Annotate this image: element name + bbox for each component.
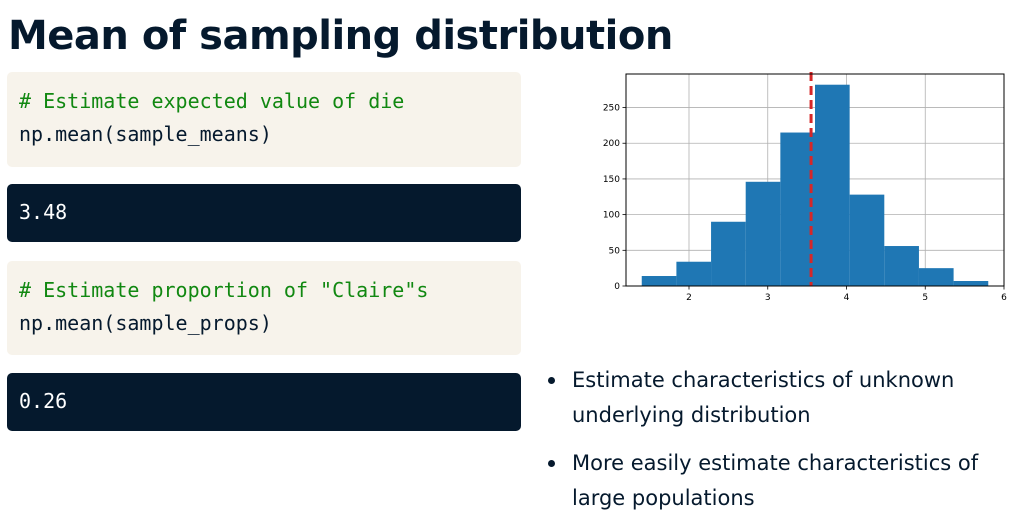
bullet-item: Estimate characteristics of unknown unde… xyxy=(548,363,1018,433)
y-tick-label: 250 xyxy=(603,104,620,114)
histogram-bar xyxy=(815,84,850,287)
histogram-bar xyxy=(849,194,885,286)
axes-frame xyxy=(625,73,1005,287)
code-output: 0.26 xyxy=(19,389,68,413)
bullet-text: More easily estimate characteristics of … xyxy=(572,451,979,510)
histogram-bar xyxy=(745,181,781,286)
code-line: np.mean(sample_props) xyxy=(19,311,272,335)
x-tick-label: 5 xyxy=(922,293,928,303)
bullet-dot-icon xyxy=(548,460,555,467)
bullet-dot-icon xyxy=(548,377,555,384)
y-tick-label: 150 xyxy=(603,175,620,185)
page-title: Mean of sampling distribution xyxy=(8,13,673,59)
code-output-block: 0.26 xyxy=(7,373,521,431)
y-tick-label: 100 xyxy=(603,211,620,221)
histogram-bar xyxy=(953,281,989,286)
y-tick-label: 200 xyxy=(603,139,620,149)
code-input-block[interactable]: # Estimate proportion of "Claire"s np.me… xyxy=(7,261,521,355)
histogram-chart: 2 3 4 5 6 0 50 100 150 200 250 xyxy=(580,66,1020,316)
code-comment: # Estimate proportion of "Claire"s xyxy=(19,278,429,302)
histogram-bar xyxy=(884,246,919,286)
x-tick-label: 4 xyxy=(844,293,850,303)
code-line: np.mean(sample_means) xyxy=(19,122,272,146)
y-tick-label: 0 xyxy=(614,282,620,292)
histogram-svg: 2 3 4 5 6 0 50 100 150 200 250 xyxy=(603,72,1007,303)
code-output-block: 3.48 xyxy=(7,184,521,242)
code-output: 3.48 xyxy=(19,200,68,224)
bullet-list: Estimate characteristics of unknown unde… xyxy=(548,363,1018,529)
x-tick-label: 3 xyxy=(765,293,771,303)
y-tick-label: 50 xyxy=(609,246,621,256)
bullet-item: More easily estimate characteristics of … xyxy=(548,446,1018,516)
histogram-bar xyxy=(918,268,954,286)
x-tick-label: 6 xyxy=(1001,293,1007,303)
code-input-block[interactable]: # Estimate expected value of die np.mean… xyxy=(7,72,521,167)
histogram-bar xyxy=(641,276,677,286)
code-comment: # Estimate expected value of die xyxy=(19,89,405,113)
histogram-bar xyxy=(711,221,746,286)
bullet-text: Estimate characteristics of unknown unde… xyxy=(572,368,955,427)
histogram-bar xyxy=(780,132,815,286)
histogram-bar xyxy=(676,261,712,286)
x-tick-label: 2 xyxy=(686,293,692,303)
